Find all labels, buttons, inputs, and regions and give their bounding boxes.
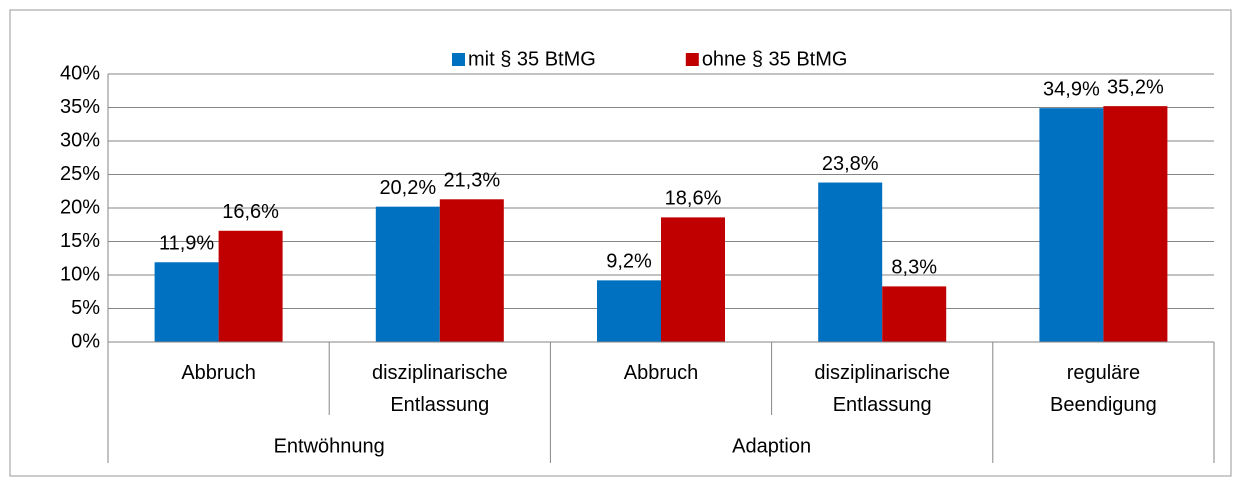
x-tick-label: reguläre Beendigung bbox=[1050, 362, 1157, 416]
data-label: 9,2% bbox=[606, 251, 652, 273]
x-tick-label: disziplinarische Entlassung bbox=[814, 362, 950, 416]
group-label: Entwöhnung bbox=[274, 435, 385, 457]
bar bbox=[218, 230, 283, 342]
y-tick-label: 10% bbox=[60, 263, 100, 285]
bar bbox=[1103, 106, 1168, 342]
data-label: 16,6% bbox=[222, 201, 279, 223]
bar bbox=[375, 206, 440, 342]
data-label: 18,6% bbox=[665, 188, 722, 210]
legend-swatch bbox=[452, 53, 465, 66]
bar bbox=[154, 262, 219, 342]
data-label: 21,3% bbox=[443, 170, 500, 192]
x-tick-label: disziplinarische Entlassung bbox=[371, 362, 508, 416]
data-label: 23,8% bbox=[822, 153, 879, 175]
y-tick-label: 20% bbox=[60, 196, 100, 218]
data-label: 8,3% bbox=[891, 257, 937, 279]
legend-label: ohne § 35 BtMG bbox=[702, 48, 848, 70]
y-tick-label: 40% bbox=[60, 62, 100, 84]
data-label: 11,9% bbox=[159, 233, 214, 255]
x-tick-label: Abbruch bbox=[181, 362, 256, 384]
chart-border bbox=[9, 9, 1232, 477]
data-label: 20,2% bbox=[379, 177, 436, 199]
bar bbox=[439, 199, 504, 342]
bar bbox=[661, 217, 725, 342]
y-tick-label: 0% bbox=[71, 330, 100, 352]
y-tick-label: 30% bbox=[60, 129, 100, 151]
y-tick-label: 25% bbox=[60, 163, 100, 185]
x-tick-label: Abbruch bbox=[623, 362, 699, 384]
group-label: Adaption bbox=[732, 435, 811, 457]
bar bbox=[882, 286, 947, 342]
legend-label: mit § 35 BtMG bbox=[468, 48, 596, 70]
legend-swatch bbox=[685, 53, 699, 66]
bar bbox=[1039, 108, 1104, 342]
bar bbox=[597, 280, 661, 342]
bar bbox=[818, 182, 883, 342]
data-label: 34,9% bbox=[1043, 78, 1100, 100]
y-tick-label: 5% bbox=[71, 297, 100, 319]
y-tick-label: 35% bbox=[60, 96, 100, 118]
data-label: 35,2% bbox=[1107, 76, 1164, 98]
y-tick-label: 15% bbox=[60, 230, 100, 252]
